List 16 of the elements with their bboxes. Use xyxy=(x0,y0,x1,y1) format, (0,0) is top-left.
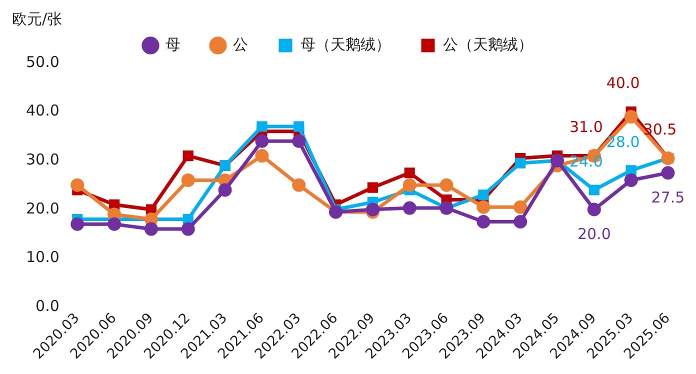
y-axis-title: 欧元/张 xyxy=(12,10,62,29)
y-tick-label: 0.0 xyxy=(36,297,60,316)
data-label: 40.0 xyxy=(606,74,640,92)
y-tick-label: 20.0 xyxy=(26,199,60,218)
data-label: 31.0 xyxy=(569,118,603,136)
y-tick-label: 10.0 xyxy=(26,248,60,266)
data-label: 28.0 xyxy=(606,132,640,151)
legend-label: 公 xyxy=(233,35,248,54)
y-tick-label: 50.0 xyxy=(26,52,60,71)
legend-label: 公（天鹅绒） xyxy=(443,35,533,54)
y-tick-label: 40.0 xyxy=(26,102,60,120)
data-label: 20.0 xyxy=(577,224,611,243)
legend-label: 母（天鹅绒） xyxy=(300,35,390,54)
y-tick-label: 30.0 xyxy=(26,150,60,169)
legend-label: 母 xyxy=(166,35,180,54)
data-label: 27.5 xyxy=(651,188,685,206)
